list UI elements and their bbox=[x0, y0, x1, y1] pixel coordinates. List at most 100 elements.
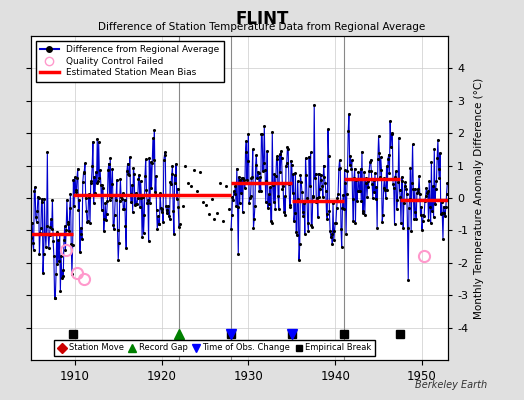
Point bbox=[53, 261, 62, 267]
Point bbox=[141, 156, 150, 162]
Point bbox=[33, 208, 41, 215]
Point bbox=[61, 246, 70, 253]
Point bbox=[37, 225, 45, 231]
Point bbox=[73, 174, 81, 181]
Point bbox=[111, 212, 119, 218]
Point bbox=[252, 152, 260, 158]
Point bbox=[171, 180, 180, 186]
Point bbox=[278, 186, 287, 192]
Point bbox=[353, 188, 362, 194]
Point bbox=[176, 221, 184, 228]
Point bbox=[402, 186, 410, 192]
Point bbox=[415, 173, 423, 179]
Point bbox=[117, 194, 125, 200]
Point bbox=[29, 247, 38, 253]
Point bbox=[63, 219, 72, 225]
Point bbox=[136, 178, 145, 184]
Point bbox=[343, 168, 352, 174]
Point bbox=[286, 202, 294, 208]
Point bbox=[170, 172, 179, 178]
Point bbox=[120, 206, 128, 212]
Point bbox=[398, 177, 407, 184]
Point bbox=[337, 225, 345, 232]
Point bbox=[293, 232, 301, 239]
Point bbox=[233, 204, 242, 210]
Point bbox=[321, 180, 329, 186]
Point bbox=[39, 251, 48, 258]
Point bbox=[54, 237, 62, 243]
Point bbox=[236, 177, 245, 183]
Point bbox=[155, 220, 163, 227]
Point bbox=[273, 156, 281, 162]
Point bbox=[96, 167, 104, 174]
Point bbox=[317, 177, 325, 184]
Point bbox=[88, 163, 96, 169]
Point bbox=[132, 200, 140, 207]
Point bbox=[395, 135, 403, 141]
Point bbox=[216, 180, 224, 186]
Point bbox=[126, 191, 135, 197]
Point bbox=[417, 212, 425, 218]
Point bbox=[93, 136, 102, 142]
Point bbox=[62, 227, 70, 234]
Point bbox=[288, 162, 296, 169]
Point bbox=[413, 190, 421, 196]
Point bbox=[328, 241, 336, 248]
Point bbox=[58, 267, 67, 274]
Point bbox=[261, 199, 270, 205]
Point bbox=[438, 198, 446, 205]
Point bbox=[359, 208, 368, 214]
Point bbox=[423, 190, 431, 196]
Point bbox=[343, 190, 351, 197]
Point bbox=[73, 166, 82, 172]
Point bbox=[121, 196, 129, 203]
Point bbox=[104, 167, 112, 173]
Point bbox=[219, 218, 227, 224]
Point bbox=[433, 155, 441, 161]
Point bbox=[52, 271, 60, 277]
Point bbox=[325, 208, 334, 215]
Point bbox=[54, 258, 63, 264]
Point bbox=[245, 200, 253, 206]
Point bbox=[367, 168, 376, 174]
Point bbox=[300, 200, 308, 206]
Point bbox=[52, 229, 61, 235]
Point bbox=[139, 230, 148, 237]
Point bbox=[80, 168, 89, 175]
Point bbox=[323, 216, 332, 222]
Point bbox=[390, 221, 399, 227]
Point bbox=[309, 194, 318, 200]
Point bbox=[129, 164, 138, 171]
Point bbox=[282, 160, 291, 166]
Point bbox=[163, 207, 171, 213]
Point bbox=[274, 192, 282, 199]
Point bbox=[271, 205, 279, 212]
Point bbox=[31, 214, 40, 220]
Point bbox=[105, 160, 113, 167]
Point bbox=[361, 212, 369, 218]
Point bbox=[249, 225, 258, 232]
Point bbox=[303, 195, 311, 201]
Point bbox=[336, 165, 344, 172]
Point bbox=[319, 194, 327, 200]
Point bbox=[369, 177, 378, 183]
Point bbox=[258, 131, 266, 138]
Point bbox=[420, 213, 428, 219]
Point bbox=[307, 149, 315, 156]
Point bbox=[149, 135, 157, 142]
Point bbox=[443, 180, 452, 186]
Point bbox=[43, 149, 51, 156]
Point bbox=[301, 230, 309, 237]
Point bbox=[81, 160, 89, 167]
Point bbox=[56, 231, 64, 237]
Point bbox=[334, 190, 342, 197]
Point bbox=[142, 187, 150, 193]
Point bbox=[256, 174, 264, 180]
Point bbox=[346, 153, 355, 159]
Point bbox=[381, 187, 389, 193]
Point bbox=[411, 209, 420, 216]
Point bbox=[374, 156, 382, 162]
Point bbox=[352, 176, 361, 183]
Point bbox=[387, 144, 395, 151]
Point bbox=[279, 183, 287, 190]
